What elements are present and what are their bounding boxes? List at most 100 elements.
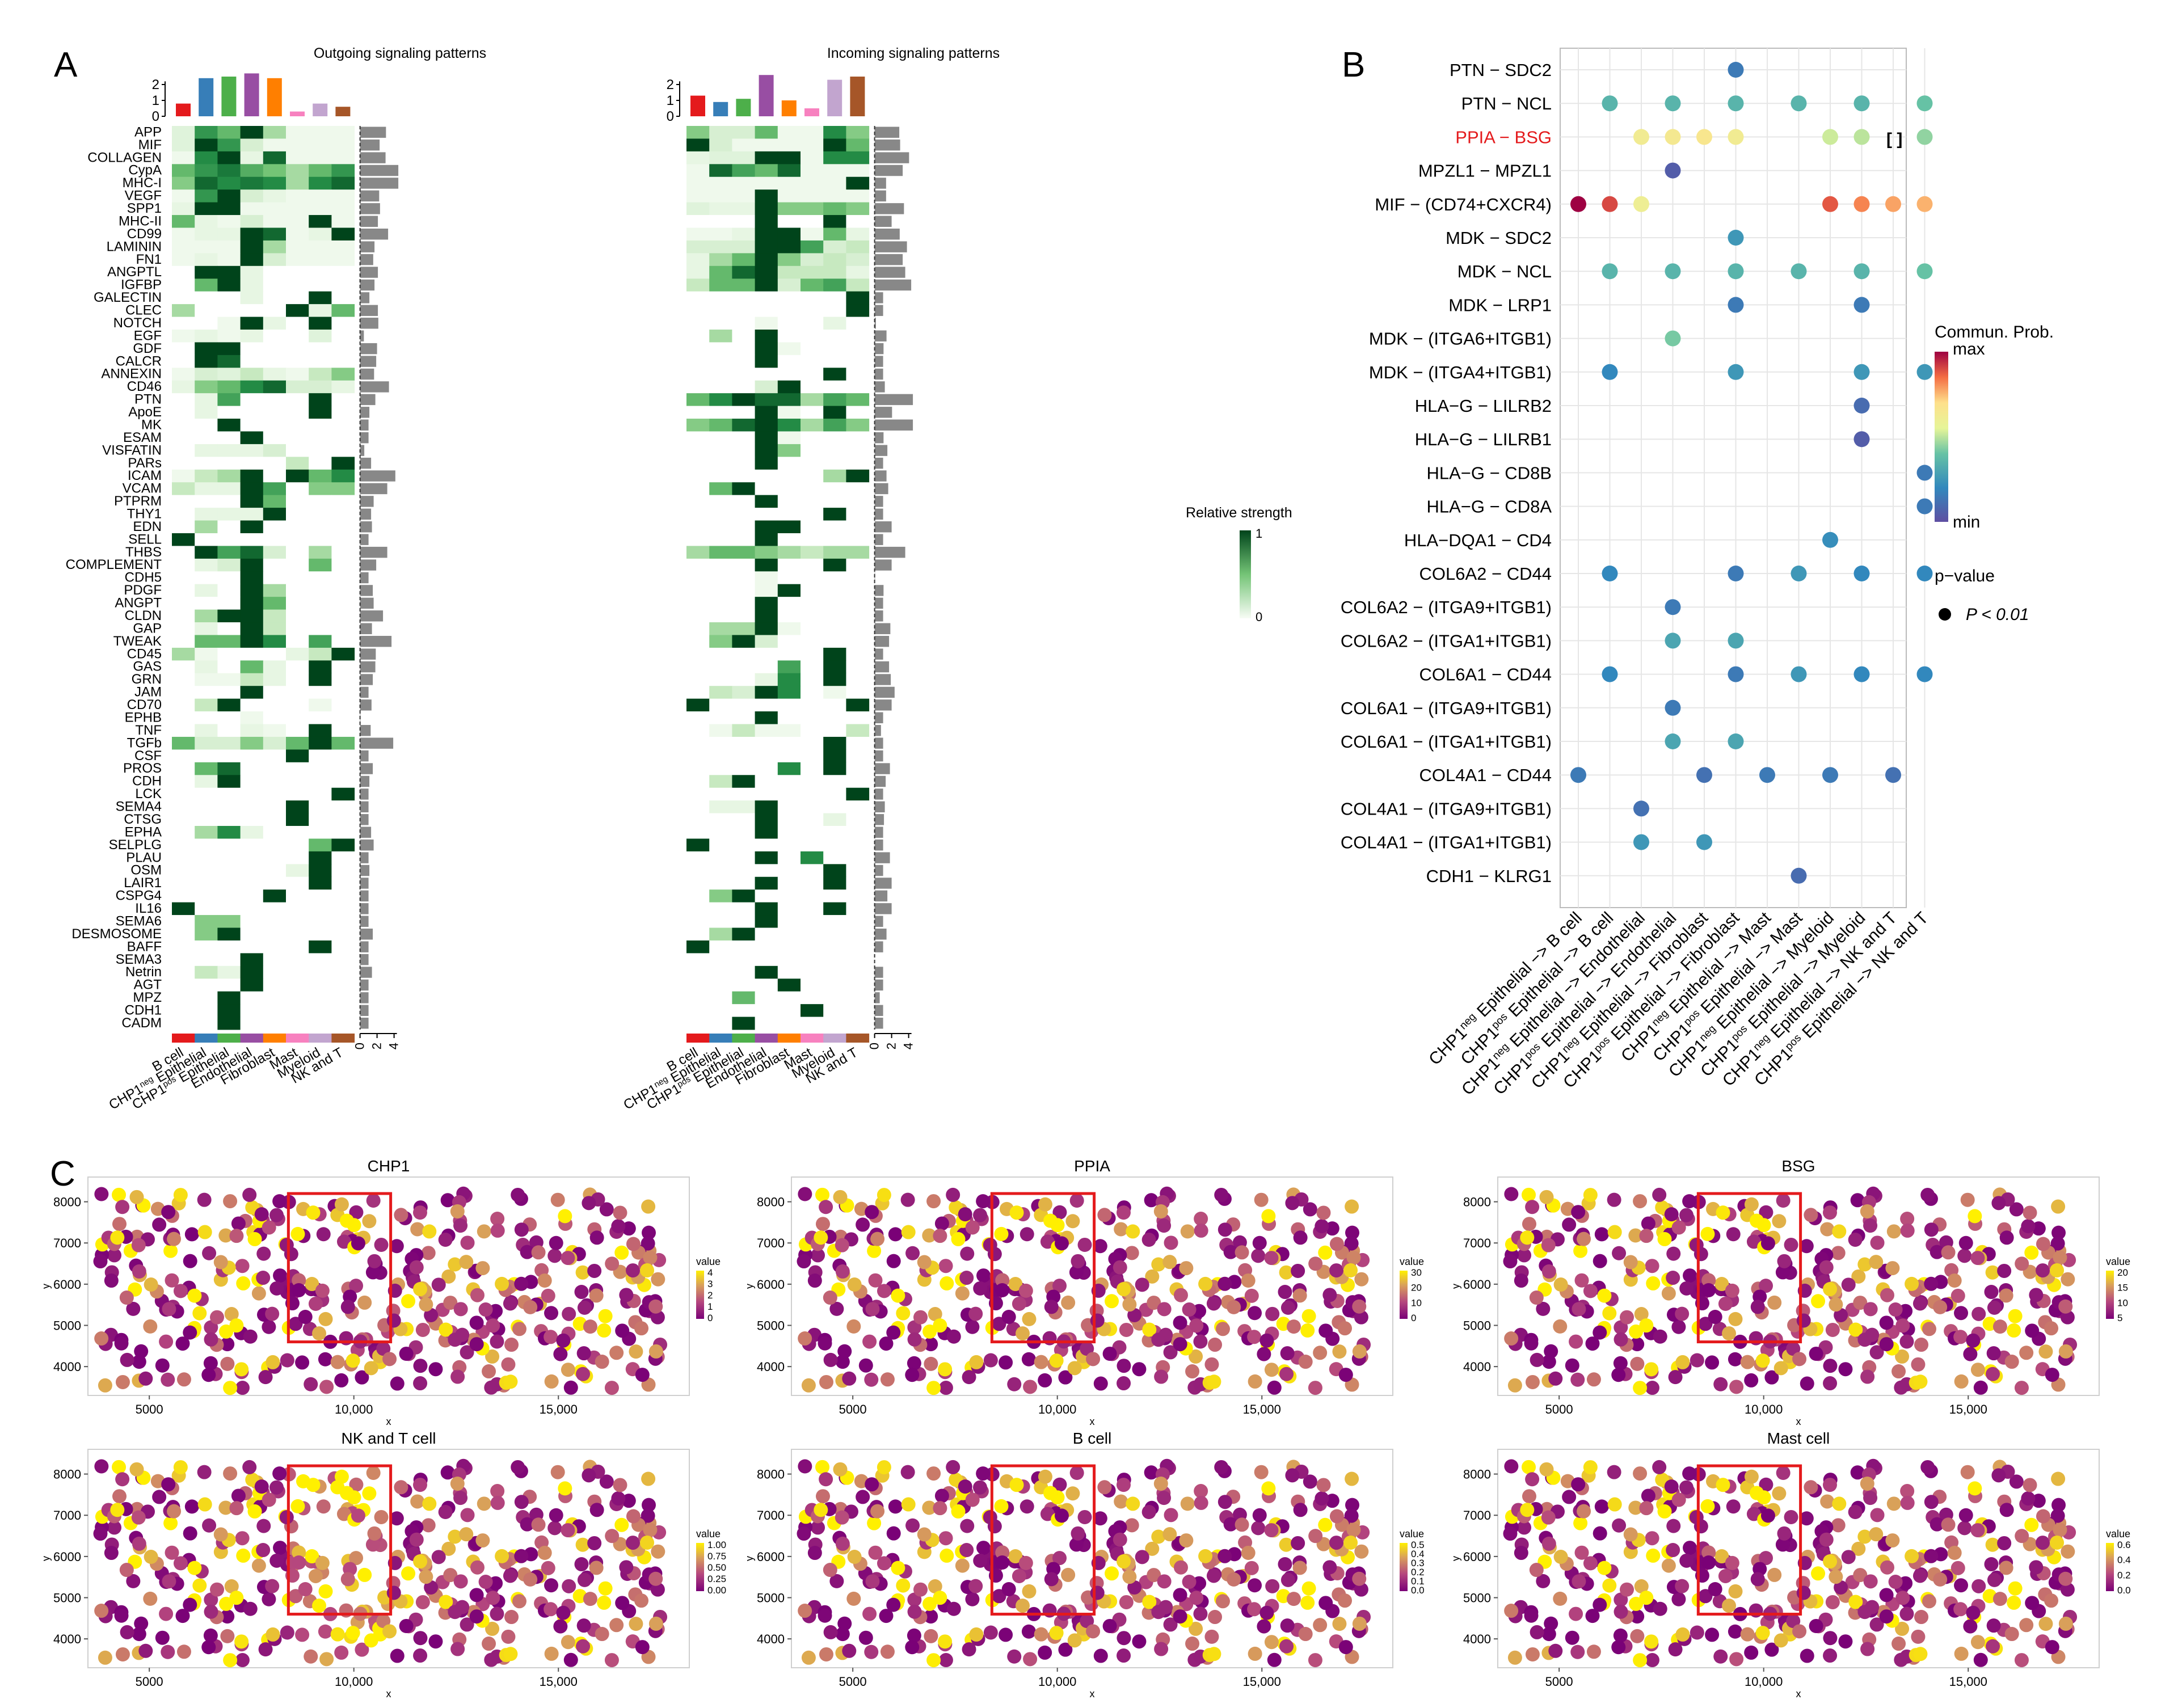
dotplot-point	[1665, 95, 1681, 112]
incoming-row-total-bar	[874, 292, 883, 303]
outgoing-cell	[286, 495, 309, 508]
spatial-cell-point	[419, 1297, 433, 1312]
incoming-cell	[686, 775, 710, 788]
spatial-cell-point	[938, 1259, 953, 1273]
outgoing-cell	[263, 1004, 287, 1018]
incoming-cell	[846, 965, 870, 979]
outgoing-cell	[331, 915, 355, 929]
incoming-cell	[755, 749, 778, 763]
spatial-cell-point	[1714, 1277, 1729, 1292]
incoming-cell	[755, 457, 778, 470]
spatial-cell-point	[256, 1519, 271, 1533]
spatial-cell-point	[1585, 1609, 1600, 1623]
spatial-cell-point	[258, 1370, 273, 1385]
spatial-cell-point	[490, 1606, 504, 1621]
dotplot-panel	[1560, 48, 1907, 908]
incoming-cell	[823, 495, 846, 508]
pathway-label: ANGPT	[115, 596, 162, 611]
commun-prob-title: Commun. Prob.	[1935, 323, 2054, 341]
dotplot-point	[1728, 666, 1744, 682]
spatial-cell-point	[1630, 1609, 1645, 1624]
spatial-cell-point	[1960, 1192, 1975, 1207]
outgoing-cell	[195, 342, 218, 356]
spatial-cell-point	[231, 1216, 246, 1231]
spatial-cell-point	[1799, 1511, 1814, 1526]
spatial-cell-point	[1522, 1217, 1536, 1232]
incoming-cell	[755, 838, 778, 852]
outgoing-cell	[195, 215, 218, 228]
spatial-cell-point	[922, 1596, 937, 1611]
spatial-cell-point	[1553, 1591, 1568, 1606]
spatial-cell-point	[587, 1263, 602, 1278]
outgoing-cell	[217, 864, 241, 878]
outgoing-cell	[331, 469, 355, 483]
spatial-cell-point	[367, 1254, 382, 1268]
spatial-cell-point	[1179, 1261, 1194, 1276]
dotplot-point	[1665, 330, 1681, 347]
spatial-cell-point	[1529, 1291, 1544, 1305]
outgoing-cell	[286, 393, 309, 407]
pathway-label: ESAM	[123, 430, 162, 445]
commun-prob-colorbar	[1935, 352, 1948, 522]
incoming-cell	[709, 189, 732, 203]
incoming-cell	[732, 495, 756, 508]
spatial-cell-point	[173, 1556, 188, 1571]
outgoing-cell	[286, 151, 309, 165]
spatial-cell-point	[1986, 1618, 2001, 1633]
spatial-cell-point	[1968, 1209, 1982, 1224]
outgoing-row-total-bar	[360, 483, 387, 495]
spatial-cell-point	[1809, 1346, 1823, 1361]
spatial-cell-point	[2019, 1346, 2034, 1360]
incoming-cell	[823, 227, 846, 241]
spatial-cell-point	[609, 1618, 624, 1633]
spatial-cell-point	[490, 1484, 505, 1499]
outgoing-cell	[286, 762, 309, 775]
outgoing-cell	[172, 915, 195, 929]
incoming-top-bar	[690, 95, 705, 116]
spatial-cell-point	[1953, 1602, 1968, 1617]
outgoing-cell	[195, 813, 218, 826]
outgoing-cell	[217, 265, 241, 279]
incoming-cell	[777, 635, 801, 648]
spatial-cell-point	[891, 1288, 905, 1303]
spatial-cell-point	[486, 1318, 500, 1333]
dotplot-point	[1791, 666, 1807, 682]
spatial-cell-point	[629, 1617, 643, 1631]
outgoing-cell	[309, 851, 332, 864]
spatial-cell-point	[1298, 1627, 1313, 1642]
incoming-cell	[823, 724, 846, 737]
panel-label-b: B	[1342, 45, 1365, 85]
spatial-cell-point	[641, 1199, 656, 1214]
outgoing-cell	[263, 953, 287, 967]
outgoing-cell	[286, 597, 309, 610]
spatial-cell-point	[856, 1217, 870, 1232]
spatial-cell-point	[917, 1255, 932, 1270]
outgoing-cell	[263, 457, 287, 470]
pathway-label: SEMA4	[116, 799, 162, 815]
outgoing-row-total-bar	[360, 241, 375, 252]
spatial-cell-point	[1544, 1616, 1558, 1631]
dotplot-point	[1822, 196, 1838, 212]
spatial-cell-point	[867, 1243, 882, 1258]
spatial-cell-point	[1316, 1478, 1331, 1492]
spatial-cell-point	[424, 1580, 439, 1595]
incoming-cell	[732, 711, 756, 725]
spatial-cell-point	[364, 1361, 378, 1376]
incoming-cell	[686, 406, 710, 419]
incoming-cell	[777, 851, 801, 864]
incoming-cell	[686, 902, 710, 916]
outgoing-cell	[263, 227, 287, 241]
outgoing-cell	[240, 1017, 264, 1030]
incoming-cell	[732, 202, 756, 216]
incoming-cell	[823, 304, 846, 318]
outgoing-row-total-bar	[360, 407, 370, 418]
outgoing-cell	[286, 431, 309, 445]
spatial-cell-point	[900, 1192, 915, 1207]
outgoing-cell	[172, 800, 195, 814]
spatial-cell-point	[2058, 1616, 2073, 1631]
outgoing-cell	[172, 342, 195, 356]
spatial-cell-point	[1352, 1571, 1367, 1586]
spatial-cell-point	[339, 1213, 354, 1228]
spatial-cell-point	[615, 1323, 630, 1338]
